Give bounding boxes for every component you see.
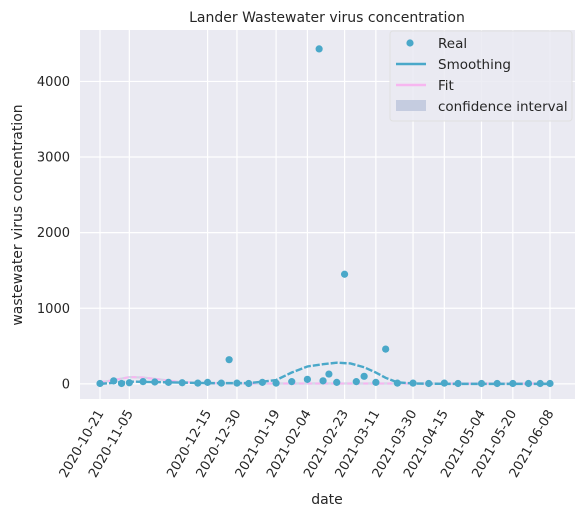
data-point <box>245 379 253 388</box>
data-point <box>315 45 323 53</box>
y-axis-label: wastewater virus concentration <box>10 104 26 325</box>
data-point <box>360 372 368 380</box>
data-point <box>319 377 327 385</box>
legend-box <box>389 30 573 122</box>
data-point <box>352 378 360 386</box>
legend-label: Fit <box>438 78 454 94</box>
data-point <box>546 379 554 388</box>
data-point <box>164 378 173 386</box>
data-point <box>454 379 462 388</box>
data-point <box>139 378 147 386</box>
data-point <box>204 378 212 386</box>
data-point <box>493 379 501 388</box>
series-layer <box>96 45 554 388</box>
legend-label: Real <box>438 36 467 52</box>
data-point <box>272 379 280 387</box>
data-point <box>333 378 341 386</box>
data-point <box>151 378 159 386</box>
data-point <box>303 375 311 383</box>
data-point <box>217 379 225 387</box>
data-point <box>477 379 486 388</box>
y-tick-label: 0 <box>62 377 70 392</box>
data-point <box>382 345 390 353</box>
legend-marker <box>406 39 414 47</box>
data-point <box>409 379 417 387</box>
data-point <box>258 378 266 386</box>
data-point <box>96 379 104 388</box>
chart-title: Lander Wastewater virus concentration <box>189 10 465 26</box>
data-point <box>288 378 296 386</box>
smoothing-line <box>99 361 550 386</box>
legend-patch <box>396 100 426 111</box>
data-point <box>225 356 233 364</box>
y-axis-ticks: 0 1000 2000 3000 4000 <box>37 75 70 392</box>
data-point <box>425 379 433 388</box>
data-point <box>110 377 118 385</box>
data-point <box>509 379 517 388</box>
legend-label: confidence interval <box>438 99 568 115</box>
legend: Real Smoothing Fit confidence interval <box>389 30 573 122</box>
data-point <box>393 379 401 387</box>
y-tick-label: 2000 <box>37 226 70 241</box>
data-point <box>440 379 448 387</box>
data-point <box>536 379 544 388</box>
data-point <box>117 379 126 388</box>
data-point <box>325 370 333 378</box>
data-point <box>194 379 202 387</box>
data-point <box>125 379 133 387</box>
data-point <box>233 379 241 387</box>
x-axis-label: date <box>311 492 343 508</box>
y-tick-label: 4000 <box>37 75 70 90</box>
data-point <box>340 270 349 278</box>
data-point <box>372 378 380 386</box>
y-tick-label: 1000 <box>37 302 70 317</box>
data-point <box>178 379 186 387</box>
y-tick-label: 3000 <box>37 151 70 166</box>
legend-label: Smoothing <box>438 57 511 73</box>
data-point <box>524 379 533 388</box>
